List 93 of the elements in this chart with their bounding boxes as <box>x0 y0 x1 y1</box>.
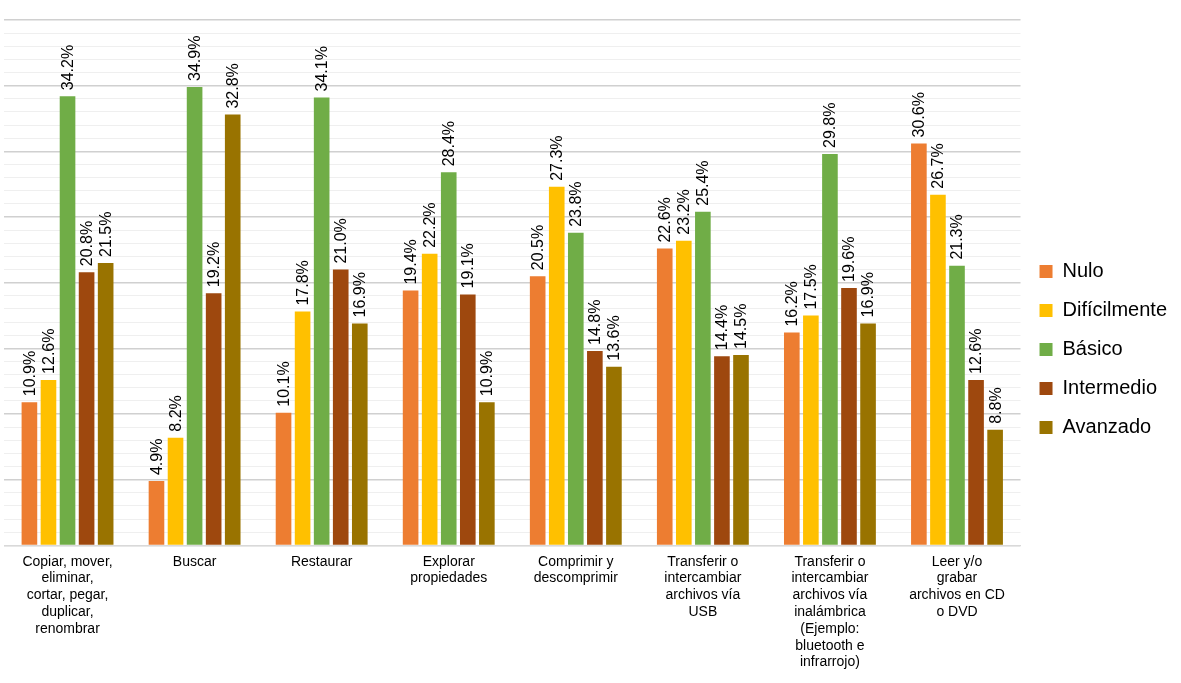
data-label: 23.2% <box>675 189 693 235</box>
data-label: 21.5% <box>97 211 115 257</box>
legend-label: Intermedio <box>1062 376 1158 399</box>
data-label: 23.8% <box>567 181 585 227</box>
data-label: 17.8% <box>294 260 312 306</box>
data-label: 16.9% <box>859 272 877 318</box>
data-label: 10.9% <box>20 350 38 397</box>
bar <box>351 323 368 545</box>
bar <box>59 96 76 545</box>
bar <box>459 294 476 545</box>
data-label: 28.4% <box>440 120 458 167</box>
legend-label: Avanzado <box>1062 415 1152 438</box>
bar <box>675 240 692 545</box>
data-label: 29.8% <box>821 102 839 148</box>
bar <box>803 315 819 545</box>
bar <box>987 429 1003 545</box>
data-label: 8.8% <box>986 387 1004 424</box>
data-label: 25.4% <box>694 160 712 206</box>
data-label: 34.9% <box>186 35 204 81</box>
data-label: 12.6% <box>967 328 985 374</box>
bar <box>606 366 622 545</box>
data-label: 22.2% <box>421 202 439 248</box>
bar <box>421 253 438 545</box>
bar <box>402 290 419 545</box>
data-label: 26.7% <box>929 143 947 189</box>
bar <box>97 263 114 545</box>
data-label: 16.2% <box>783 281 801 327</box>
bar <box>822 153 838 545</box>
x-tick-label: Copiar, mover, eliminar, cortar, pegar, duplicar, renombrar <box>22 552 113 636</box>
bar <box>313 97 330 545</box>
bar <box>186 86 203 545</box>
legend-label: Difícilmente <box>1062 298 1168 321</box>
data-label: 19.1% <box>459 243 477 289</box>
x-tick-label: Buscar <box>172 552 217 569</box>
x-tick-label: Comprimir y descomprimir <box>533 552 619 586</box>
bar <box>440 172 457 545</box>
bar <box>548 186 565 545</box>
data-label: 20.5% <box>529 224 547 271</box>
data-label: 10.9% <box>478 350 496 397</box>
bar <box>21 402 38 545</box>
x-tick-label: Restaurar <box>290 552 353 569</box>
data-label: 4.9% <box>147 438 165 476</box>
bar <box>224 114 241 545</box>
bar <box>733 354 749 545</box>
data-label: 10.1% <box>274 361 292 407</box>
data-label: 12.6% <box>39 328 57 374</box>
data-label: 13.6% <box>605 315 623 361</box>
data-label: 19.4% <box>402 239 420 285</box>
data-label: 19.6% <box>840 236 858 282</box>
data-label: 8.2% <box>166 395 184 432</box>
bar <box>860 323 876 545</box>
data-label: 27.3% <box>548 135 566 181</box>
x-tick-label: Leer y/o grabar archivos en CD o DVD <box>909 552 1005 620</box>
bar <box>78 272 95 545</box>
bar <box>332 269 349 545</box>
bar <box>968 379 984 545</box>
bar <box>656 248 673 545</box>
bar <box>529 276 546 545</box>
bar <box>40 379 57 545</box>
bar <box>714 356 730 545</box>
legend-label: Básico <box>1062 337 1123 360</box>
data-label: 21.3% <box>948 214 966 260</box>
bar <box>949 265 965 545</box>
bar <box>148 481 165 545</box>
data-label: 30.6% <box>910 92 928 138</box>
bar <box>205 293 222 545</box>
bar <box>695 211 711 545</box>
x-tick-label: Transferir o intercambiar archivos vía inalámbrica (Ejemplo: bluetooth e infrarrojo) <box>791 552 869 670</box>
data-label: 19.2% <box>205 241 223 288</box>
bar <box>841 287 857 545</box>
data-label: 14.5% <box>732 303 750 349</box>
bar <box>783 332 800 545</box>
x-tick-label: Explorar propiedades <box>410 552 488 586</box>
data-label: 20.8% <box>78 220 95 267</box>
data-label: 32.8% <box>224 63 242 109</box>
legend-label: Nulo <box>1062 259 1104 282</box>
data-label: 14.4% <box>713 304 731 351</box>
bar <box>587 351 603 545</box>
x-tick-label: Transferir o intercambiar archivos vía USB <box>664 552 742 620</box>
bar <box>479 402 495 545</box>
bar <box>167 437 184 545</box>
data-label: 17.5% <box>802 264 820 310</box>
data-label: 21.0% <box>332 218 350 264</box>
bar <box>911 143 927 545</box>
data-label: 22.6% <box>656 197 674 243</box>
bar <box>275 412 292 545</box>
data-label: 34.2% <box>58 44 76 91</box>
data-label: 16.9% <box>351 272 369 318</box>
bar <box>567 232 584 545</box>
data-label: 34.1% <box>313 46 331 92</box>
data-label: 14.8% <box>586 299 604 345</box>
bar <box>294 311 311 545</box>
bar <box>930 194 946 545</box>
